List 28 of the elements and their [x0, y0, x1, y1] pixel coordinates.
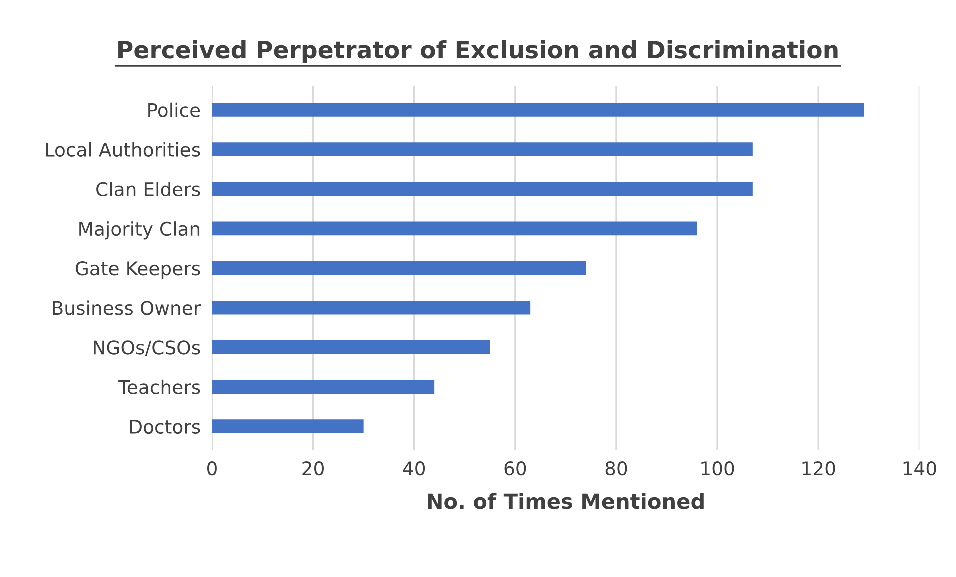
x-tick-label: 100	[702, 462, 734, 476]
y-tick-label: Police	[148, 102, 200, 118]
y-tick-label: Teachers	[118, 380, 200, 394]
x-tick-label: 0	[208, 462, 217, 476]
y-tick-label: Majority Clan	[80, 222, 200, 240]
bar	[212, 261, 586, 276]
x-tick-label: 120	[802, 462, 836, 476]
y-tick-label: Clan Elders	[96, 182, 200, 197]
bar	[212, 103, 864, 117]
y-tick-label: NGOs/CSOs	[94, 340, 200, 356]
x-axis-title: No. of Times Mentioned	[428, 493, 704, 510]
bar	[212, 142, 753, 156]
x-tick-label: 20	[302, 462, 324, 476]
x-tick-label: 80	[606, 462, 628, 476]
y-tick-label: Local Authorities	[46, 142, 200, 157]
y-tick-label: Business Owner	[53, 300, 202, 316]
x-tick-label: 60	[504, 462, 526, 476]
x-tick-label: 40	[403, 462, 426, 476]
chart-title: Perceived Perpetrator of Exclusion and Discrimination	[118, 40, 838, 64]
y-tick-label: Gate Keepers	[76, 262, 200, 280]
bar	[212, 380, 435, 394]
bar	[212, 420, 364, 434]
bar	[212, 300, 531, 315]
bar	[212, 340, 490, 354]
x-tick-label: 140	[904, 462, 936, 476]
bar	[212, 182, 753, 196]
y-tick-label: Doctors	[130, 420, 200, 434]
bar	[212, 222, 698, 236]
